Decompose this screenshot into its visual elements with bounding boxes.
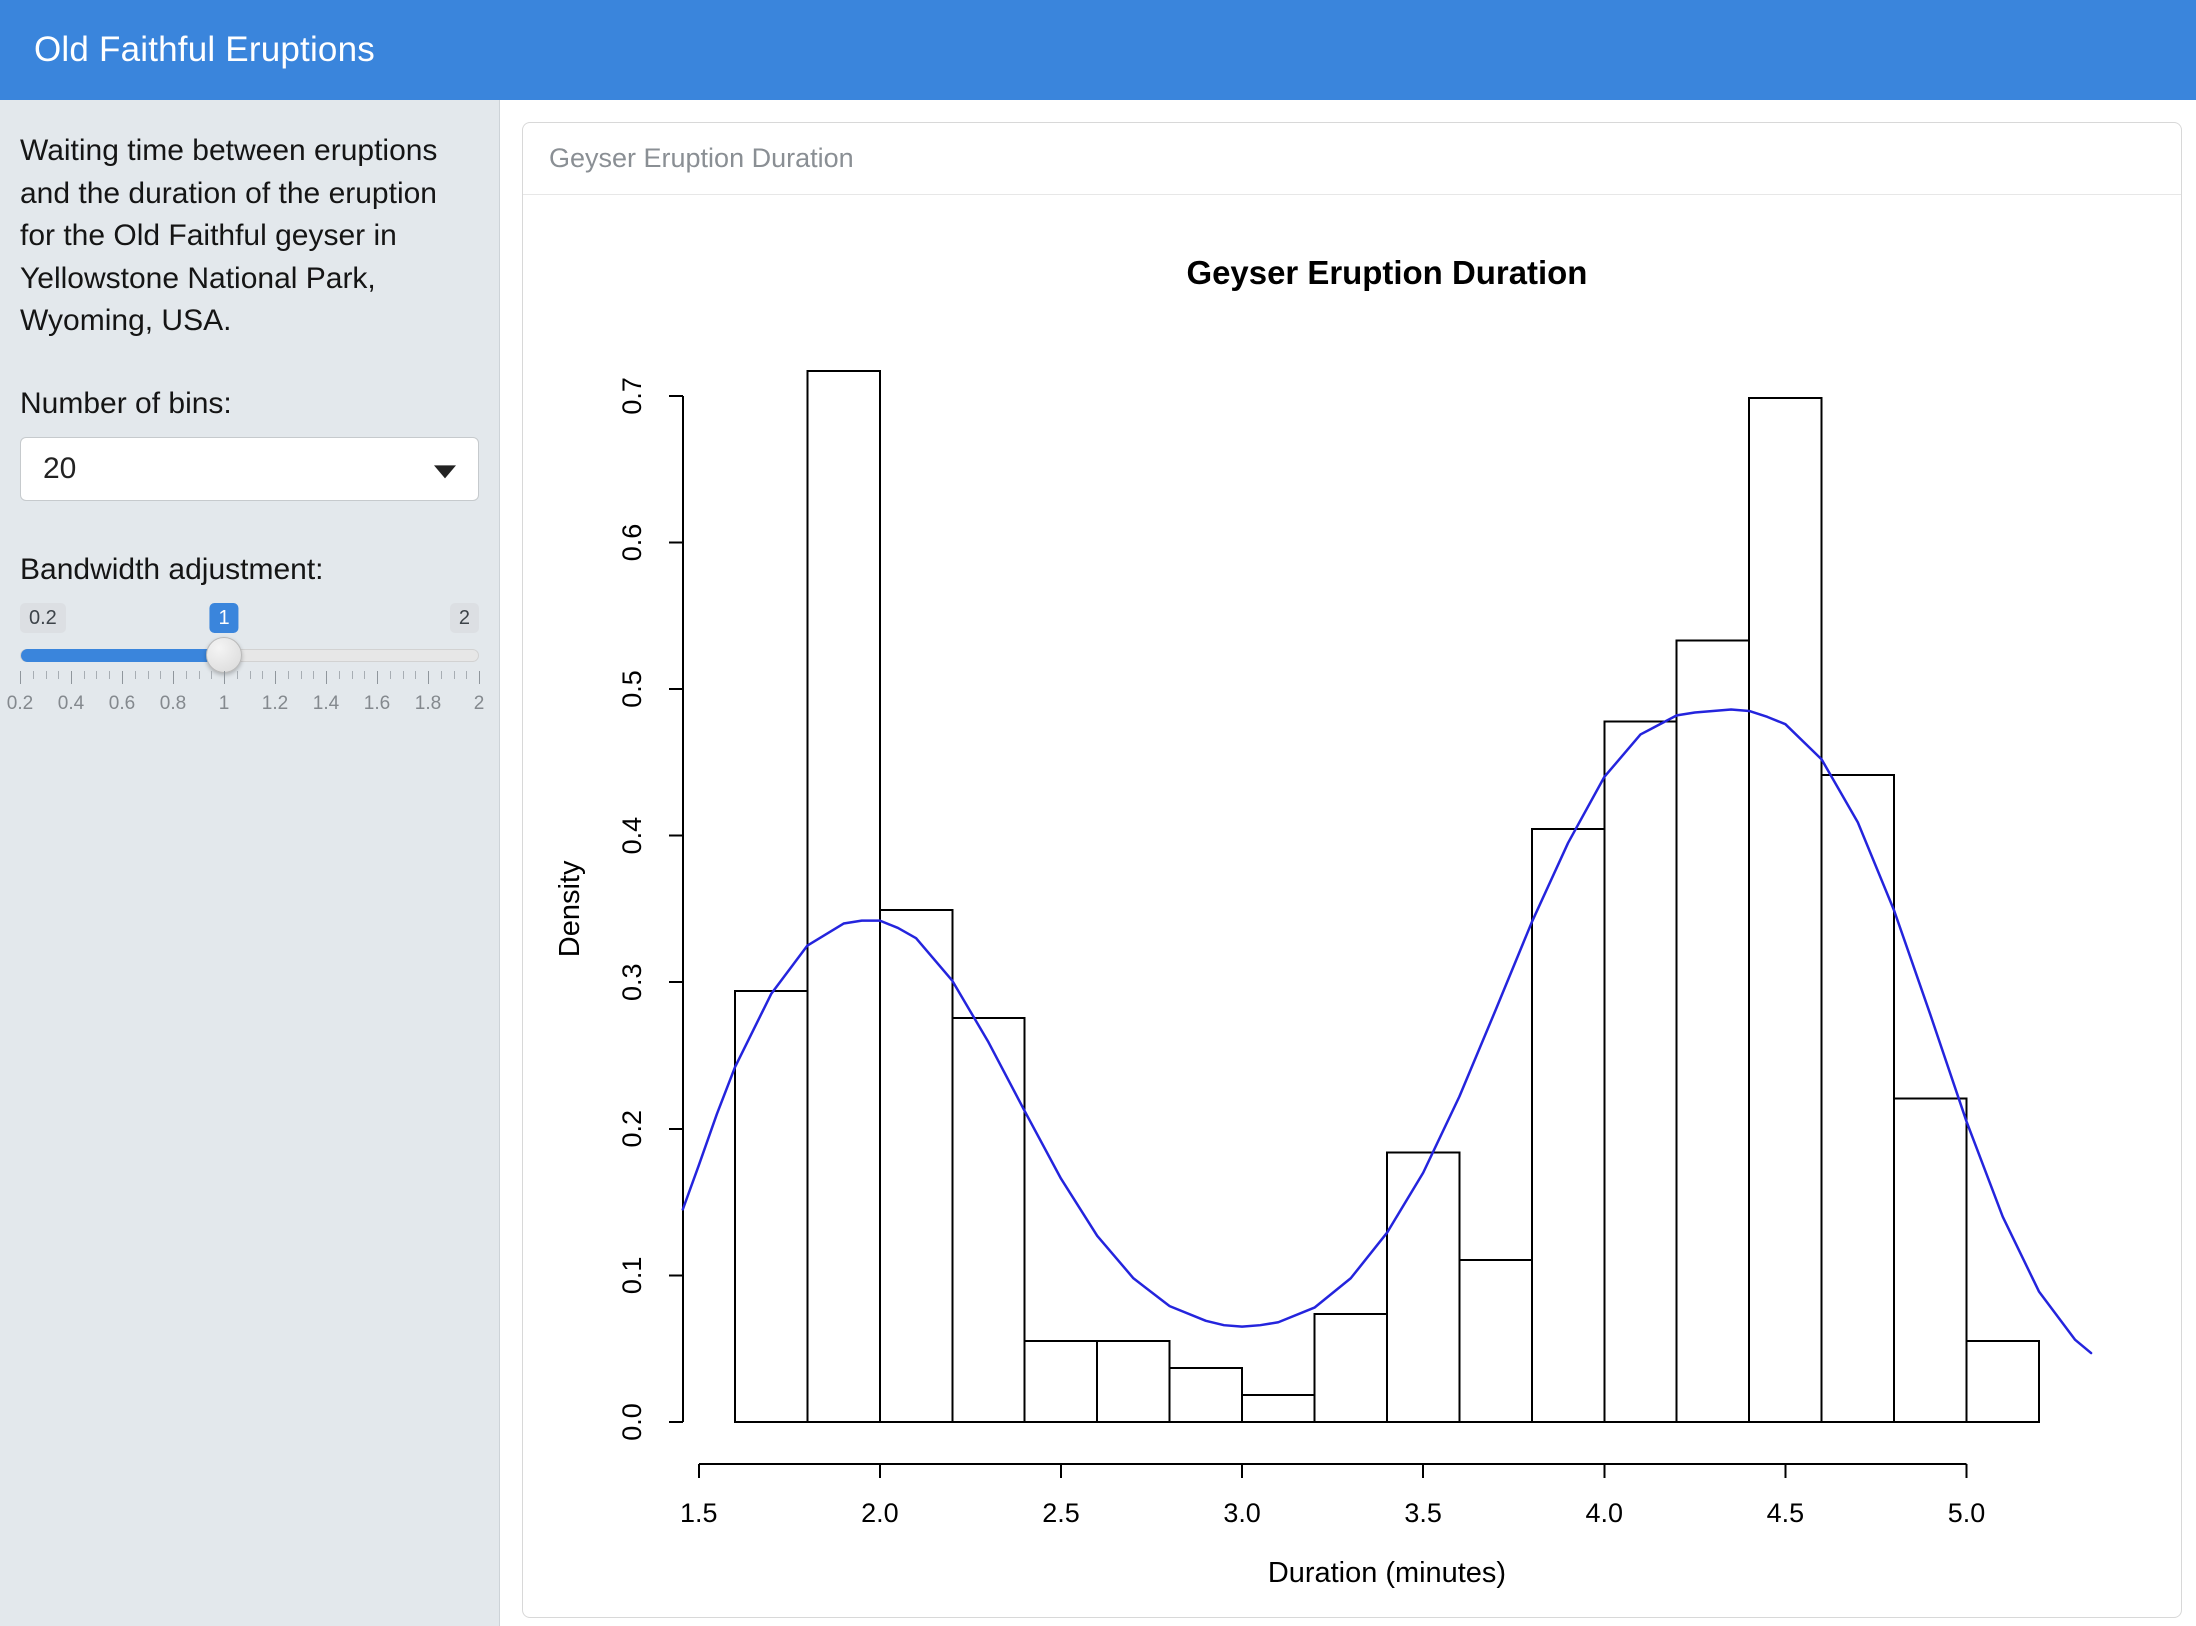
bins-select[interactable]: 20 [20, 436, 479, 501]
slider-grid: 0.2 0.4 0.6 0.8 1 1.2 1.4 1.6 1.8 2 [7, 670, 484, 727]
slider-fill [21, 648, 225, 662]
card-body: 1.5 2.0 2.5 3.0 3.5 4.0 4.5 5.0 0.0 0.1 0.2 0.3 0.4 0… [523, 195, 2181, 1609]
svg-text:5.0: 5.0 [1948, 1498, 1985, 1528]
svg-text:0.6: 0.6 [617, 524, 647, 562]
bins-select-value: 20 [43, 451, 77, 485]
main-panel: Geyser Eruption Duration 1.5 2.0 2.5 3.0 3.5… [500, 100, 2196, 1626]
slider-value-badge: 1 [209, 602, 239, 633]
svg-text:0.1: 0.1 [617, 1257, 647, 1295]
bins-label: Number of bins: [20, 386, 232, 420]
slider-max-label: 2 [449, 602, 479, 633]
app-header: Old Faithful Eruptions [0, 0, 2196, 100]
svg-text:0.4: 0.4 [617, 817, 647, 855]
card-header: Geyser Eruption Duration [523, 123, 2181, 195]
svg-text:4.0: 4.0 [1586, 1498, 1623, 1528]
chevron-down-icon [434, 465, 456, 479]
svg-text:2.5: 2.5 [1042, 1498, 1079, 1528]
svg-text:0.3: 0.3 [617, 963, 647, 1001]
plot-card: Geyser Eruption Duration 1.5 2.0 2.5 3.0 3.5… [522, 122, 2182, 1618]
eruption-plot: 1.5 2.0 2.5 3.0 3.5 4.0 4.5 5.0 0.0 0.1 0.2 0.3 0.4 0… [554, 254, 2093, 1589]
svg-text:1.5: 1.5 [680, 1498, 717, 1528]
svg-text:Density: Density [554, 860, 586, 957]
svg-text:0.5: 0.5 [617, 670, 647, 708]
bandwidth-label: Bandwidth adjustment: [20, 552, 324, 586]
app-title: Old Faithful Eruptions [34, 30, 375, 69]
slider-min-label: 0.2 [20, 602, 66, 633]
sidebar: Waiting time between eruptions and the d… [0, 100, 500, 1626]
page-content: Waiting time between eruptions and the d… [0, 100, 2196, 1626]
svg-text:0.2: 0.2 [617, 1110, 647, 1148]
svg-text:Geyser Eruption Duration: Geyser Eruption Duration [1186, 254, 1587, 291]
svg-text:3.0: 3.0 [1223, 1498, 1260, 1528]
slider-handle[interactable] [206, 637, 243, 674]
app-description: Waiting time between eruptions and the d… [20, 134, 438, 338]
svg-text:3.5: 3.5 [1404, 1498, 1441, 1528]
svg-text:4.5: 4.5 [1767, 1498, 1804, 1528]
svg-text:2.0: 2.0 [861, 1498, 898, 1528]
bandwidth-slider[interactable]: 0.2 2 1 0.2 0.4 0.6 0.8 1 1.2 1.4 1.6 1.8 2 [7, 602, 484, 733]
svg-text:0.0: 0.0 [617, 1403, 647, 1441]
svg-text:0.7: 0.7 [617, 377, 647, 415]
slider-track[interactable] [20, 637, 479, 674]
svg-text:Duration (minutes): Duration (minutes) [1268, 1557, 1506, 1589]
